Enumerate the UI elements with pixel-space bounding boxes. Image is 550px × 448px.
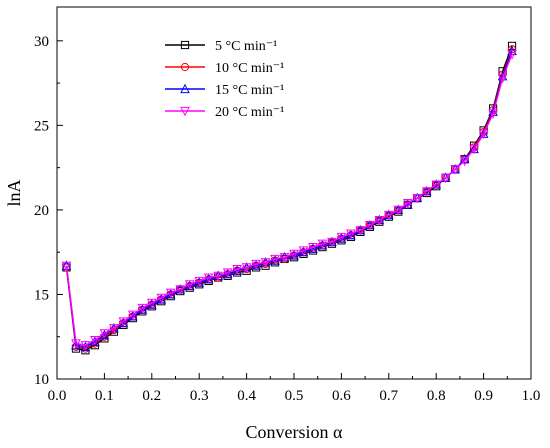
y-tick-label: 30 (34, 34, 49, 50)
data-point (355, 226, 366, 236)
x-tick-label: 0.9 (474, 388, 493, 404)
data-point (90, 336, 100, 346)
legend-item-1: 5 °C min⁻¹ (165, 39, 277, 54)
legend-item-4: 20 °C min⁻¹ (165, 105, 284, 120)
data-point (308, 243, 318, 253)
data-point (402, 199, 413, 209)
legend-item-2: 10 °C min⁻¹ (165, 61, 284, 76)
data-point (440, 173, 451, 184)
data-point (251, 259, 261, 270)
data-point (184, 280, 195, 290)
y-tick-label: 10 (34, 372, 49, 388)
data-point (327, 237, 337, 248)
series-line (65, 50, 513, 348)
data-point (383, 210, 394, 221)
y-axis-title: lnA (4, 179, 24, 206)
legend-swatch-marker (180, 83, 190, 94)
y-tick-label: 15 (34, 287, 49, 303)
data-point (232, 264, 242, 275)
legend-swatch-marker (180, 40, 190, 50)
data-point (488, 106, 498, 116)
x-axis-title: Conversion α (246, 422, 343, 442)
data-point (241, 263, 252, 273)
legend-label: 5 °C min⁻¹ (215, 39, 277, 54)
x-tick-label: 0.3 (190, 388, 209, 404)
data-point (412, 193, 423, 204)
x-tick-label: 1.0 (522, 388, 541, 404)
data-point (469, 144, 479, 155)
data-point (99, 329, 110, 339)
data-point (421, 187, 432, 197)
data-point (146, 298, 157, 309)
x-tick-label: 0.7 (379, 388, 398, 404)
x-tick-label: 0.8 (427, 388, 446, 404)
data-point (203, 273, 214, 283)
data-point (289, 249, 299, 260)
data-point (137, 303, 148, 314)
data-point (128, 310, 138, 321)
data-point (393, 205, 404, 216)
data-point (156, 293, 167, 304)
data-point (109, 324, 119, 334)
data-point (336, 232, 347, 243)
data-point (317, 239, 328, 250)
data-point (80, 341, 91, 351)
data-point (497, 73, 508, 84)
legend: 5 °C min⁻¹ 10 °C min⁻¹ 15 °C min⁻¹ 20 °C mi… (165, 39, 284, 120)
data-point (118, 317, 129, 327)
data-point (298, 246, 309, 256)
x-tick-label: 0.4 (237, 388, 256, 404)
data-point (374, 215, 385, 226)
data-point (279, 253, 290, 263)
data-point (459, 156, 470, 167)
data-point (507, 50, 517, 60)
data-point (175, 285, 186, 295)
data-point (450, 165, 460, 175)
data-point (365, 221, 375, 231)
x-tick-label: 0.5 (285, 388, 304, 404)
x-axis-ticks: 0.0 0.1 0.2 0.3 0.4 0.5 0.6 0.7 0.8 0.9 1.0 (48, 373, 541, 404)
data-point (213, 271, 223, 282)
x-tick-label: 0.2 (142, 388, 161, 404)
data-point (270, 254, 280, 265)
legend-label: 10 °C min⁻¹ (215, 61, 284, 76)
series-3 (61, 45, 517, 351)
data-point (488, 109, 498, 119)
series-line (65, 54, 513, 346)
data-point (61, 261, 72, 272)
y-axis-ticks: 10 15 20 25 30 (34, 34, 63, 388)
legend-swatch-marker (180, 62, 190, 72)
data-point (71, 339, 81, 349)
series-4 (61, 50, 517, 351)
legend-label: 15 °C min⁻¹ (215, 83, 284, 98)
data-point (222, 268, 233, 278)
series-line (65, 49, 513, 350)
data-point (431, 180, 442, 190)
data-point (194, 276, 205, 287)
series-2 (62, 45, 517, 353)
x-tick-label: 0.0 (48, 388, 67, 404)
plot-frame (56, 6, 532, 380)
data-point (260, 258, 271, 268)
data-point (346, 229, 356, 239)
y-tick-label: 20 (34, 203, 49, 219)
x-tick-label: 0.1 (95, 388, 114, 404)
x-tick-label: 0.6 (332, 388, 351, 404)
series-line (65, 45, 513, 352)
legend-item-3: 15 °C min⁻¹ (165, 83, 284, 98)
legend-label: 20 °C min⁻¹ (215, 105, 284, 120)
y-tick-label: 25 (34, 118, 49, 134)
series-1 (62, 41, 517, 355)
data-point (165, 288, 176, 299)
data-point (478, 129, 489, 140)
series-group (61, 41, 517, 355)
legend-swatch-marker (180, 106, 190, 117)
